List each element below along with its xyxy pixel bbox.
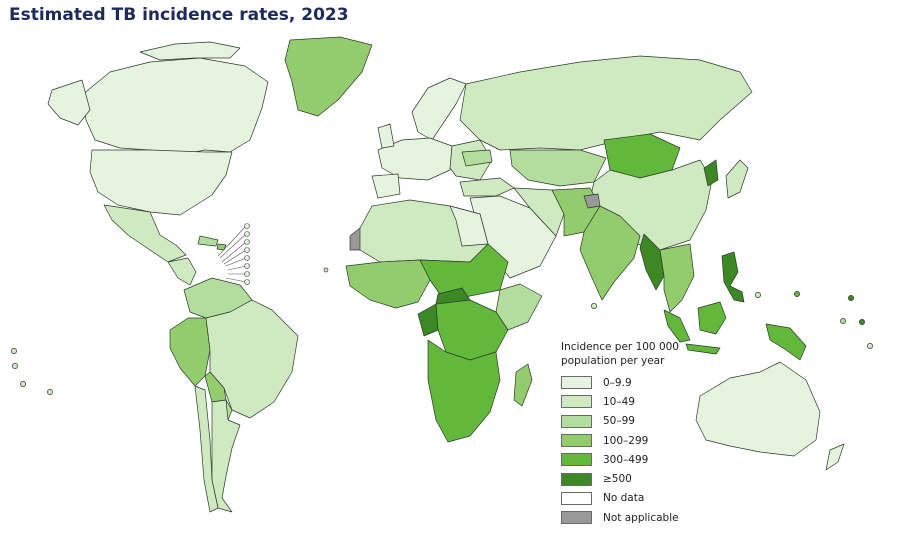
legend-swatch: [561, 472, 592, 486]
region-greenland[interactable]: [284, 36, 373, 117]
region-alaska[interactable]: [47, 79, 91, 126]
legend-label: 50–99: [603, 415, 635, 428]
legend-item: 10–49: [561, 392, 741, 411]
legend-swatch: [561, 434, 592, 448]
legend-item: 0–9.9: [561, 373, 741, 392]
map-title: Estimated TB incidence rates, 2023: [9, 5, 349, 25]
region-australia[interactable]: [695, 361, 821, 457]
legend-label: 100–299: [603, 434, 649, 447]
legend-label: ≥500: [603, 473, 632, 486]
region-island-dot[interactable]: [794, 291, 800, 297]
legend-item: 100–299: [561, 431, 741, 450]
legend-item: 300–499: [561, 450, 741, 469]
region-west-africa[interactable]: [345, 259, 431, 309]
region-sumatra[interactable]: [663, 309, 691, 343]
region-scandinavia[interactable]: [411, 77, 467, 141]
region-island-dot[interactable]: [840, 318, 846, 324]
legend-swatch: [561, 414, 592, 428]
legend-swatch: [561, 395, 592, 409]
region-kazakhstan[interactable]: [509, 149, 607, 187]
region-java-islands[interactable]: [685, 343, 721, 355]
region-madagascar[interactable]: [513, 363, 533, 407]
region-egypt-libya[interactable]: [449, 205, 489, 247]
region-iberia[interactable]: [371, 173, 401, 199]
region-southeast-asia[interactable]: [659, 243, 695, 313]
region-canada[interactable]: [81, 57, 269, 156]
region-north-korea[interactable]: [703, 159, 719, 187]
region-bolivia[interactable]: [204, 371, 227, 403]
legend-title: Incidence per 100 000 population per yea…: [561, 340, 741, 368]
region-japan[interactable]: [725, 159, 749, 199]
region-russia[interactable]: [459, 55, 753, 151]
region-uk-ireland[interactable]: [377, 123, 395, 149]
region-island-dot[interactable]: [591, 303, 597, 309]
region-argentina[interactable]: [211, 399, 241, 513]
legend-label: 0–9.9: [603, 376, 632, 389]
region-usa[interactable]: [89, 149, 233, 216]
region-turkey[interactable]: [459, 177, 515, 197]
region-new-zealand[interactable]: [825, 443, 845, 471]
region-central-america[interactable]: [167, 257, 197, 286]
region-island-dot[interactable]: [848, 295, 854, 301]
region-island-dot[interactable]: [867, 343, 873, 349]
legend-swatch: [561, 511, 592, 525]
map-legend: Incidence per 100 000 population per yea…: [561, 340, 741, 527]
region-peru[interactable]: [169, 317, 211, 387]
legend-swatch: [561, 453, 592, 467]
legend-label: No data: [603, 492, 645, 505]
legend-swatch: [561, 491, 592, 505]
legend-item: No data: [561, 489, 741, 508]
legend-item: 50–99: [561, 412, 741, 431]
region-island-dot[interactable]: [323, 267, 329, 273]
region-iran[interactable]: [513, 187, 565, 237]
legend-label: 10–49: [603, 395, 635, 408]
legend-title-line2: population per year: [561, 355, 665, 367]
region-island-dot[interactable]: [11, 348, 17, 354]
region-island-dot[interactable]: [755, 292, 761, 298]
region-borneo[interactable]: [697, 301, 727, 335]
region-caribbean[interactable]: [197, 235, 219, 247]
region-gabon-congo[interactable]: [417, 303, 439, 337]
legend-label: 300–499: [603, 453, 649, 466]
region-papua[interactable]: [765, 323, 807, 361]
legend-label: Not applicable: [603, 511, 679, 524]
region-ukraine[interactable]: [461, 149, 493, 167]
region-island-dot[interactable]: [47, 389, 53, 395]
region-western-europe[interactable]: [377, 137, 453, 181]
region-philippines[interactable]: [721, 251, 745, 303]
region-mexico[interactable]: [103, 204, 187, 263]
legend-title-line1: Incidence per 100 000: [561, 341, 679, 353]
region-india[interactable]: [579, 205, 641, 301]
region-chile[interactable]: [194, 385, 219, 513]
region-island-dot[interactable]: [859, 319, 865, 325]
region-southern-africa[interactable]: [427, 339, 501, 443]
region-island-dot[interactable]: [12, 363, 18, 369]
region-arctic-islands[interactable]: [139, 41, 241, 61]
caribbean-callouts: [217, 223, 250, 285]
region-island-dot[interactable]: [20, 381, 26, 387]
legend-swatch: [561, 376, 592, 390]
legend-item: Not applicable: [561, 508, 741, 527]
legend-item: ≥500: [561, 469, 741, 488]
